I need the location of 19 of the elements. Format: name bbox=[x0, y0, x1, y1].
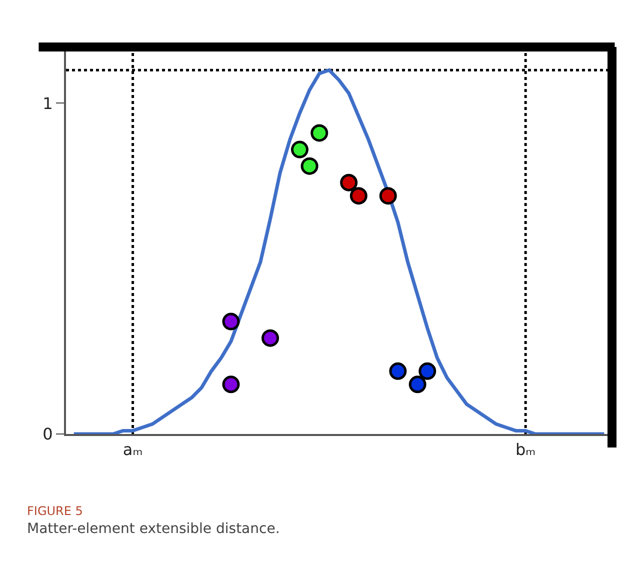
y-tick-label: 0 bbox=[42, 424, 53, 444]
x-tick-label: bₘ bbox=[516, 440, 536, 460]
line-series bbox=[72, 68, 606, 434]
point bbox=[310, 124, 328, 142]
text: Matter-element extensible distance. bbox=[27, 521, 280, 537]
point bbox=[418, 362, 436, 380]
point bbox=[222, 376, 240, 394]
x-tick-label: aₘ bbox=[122, 440, 143, 460]
point bbox=[408, 376, 426, 394]
point bbox=[389, 362, 407, 380]
point bbox=[222, 312, 240, 330]
point bbox=[290, 140, 308, 158]
point bbox=[340, 174, 358, 192]
caption: FIGURE 5 bbox=[27, 504, 83, 518]
point bbox=[262, 329, 280, 347]
point bbox=[379, 187, 397, 205]
point bbox=[350, 187, 368, 205]
point bbox=[300, 157, 318, 175]
y-tick-label: 1 bbox=[42, 94, 53, 113]
